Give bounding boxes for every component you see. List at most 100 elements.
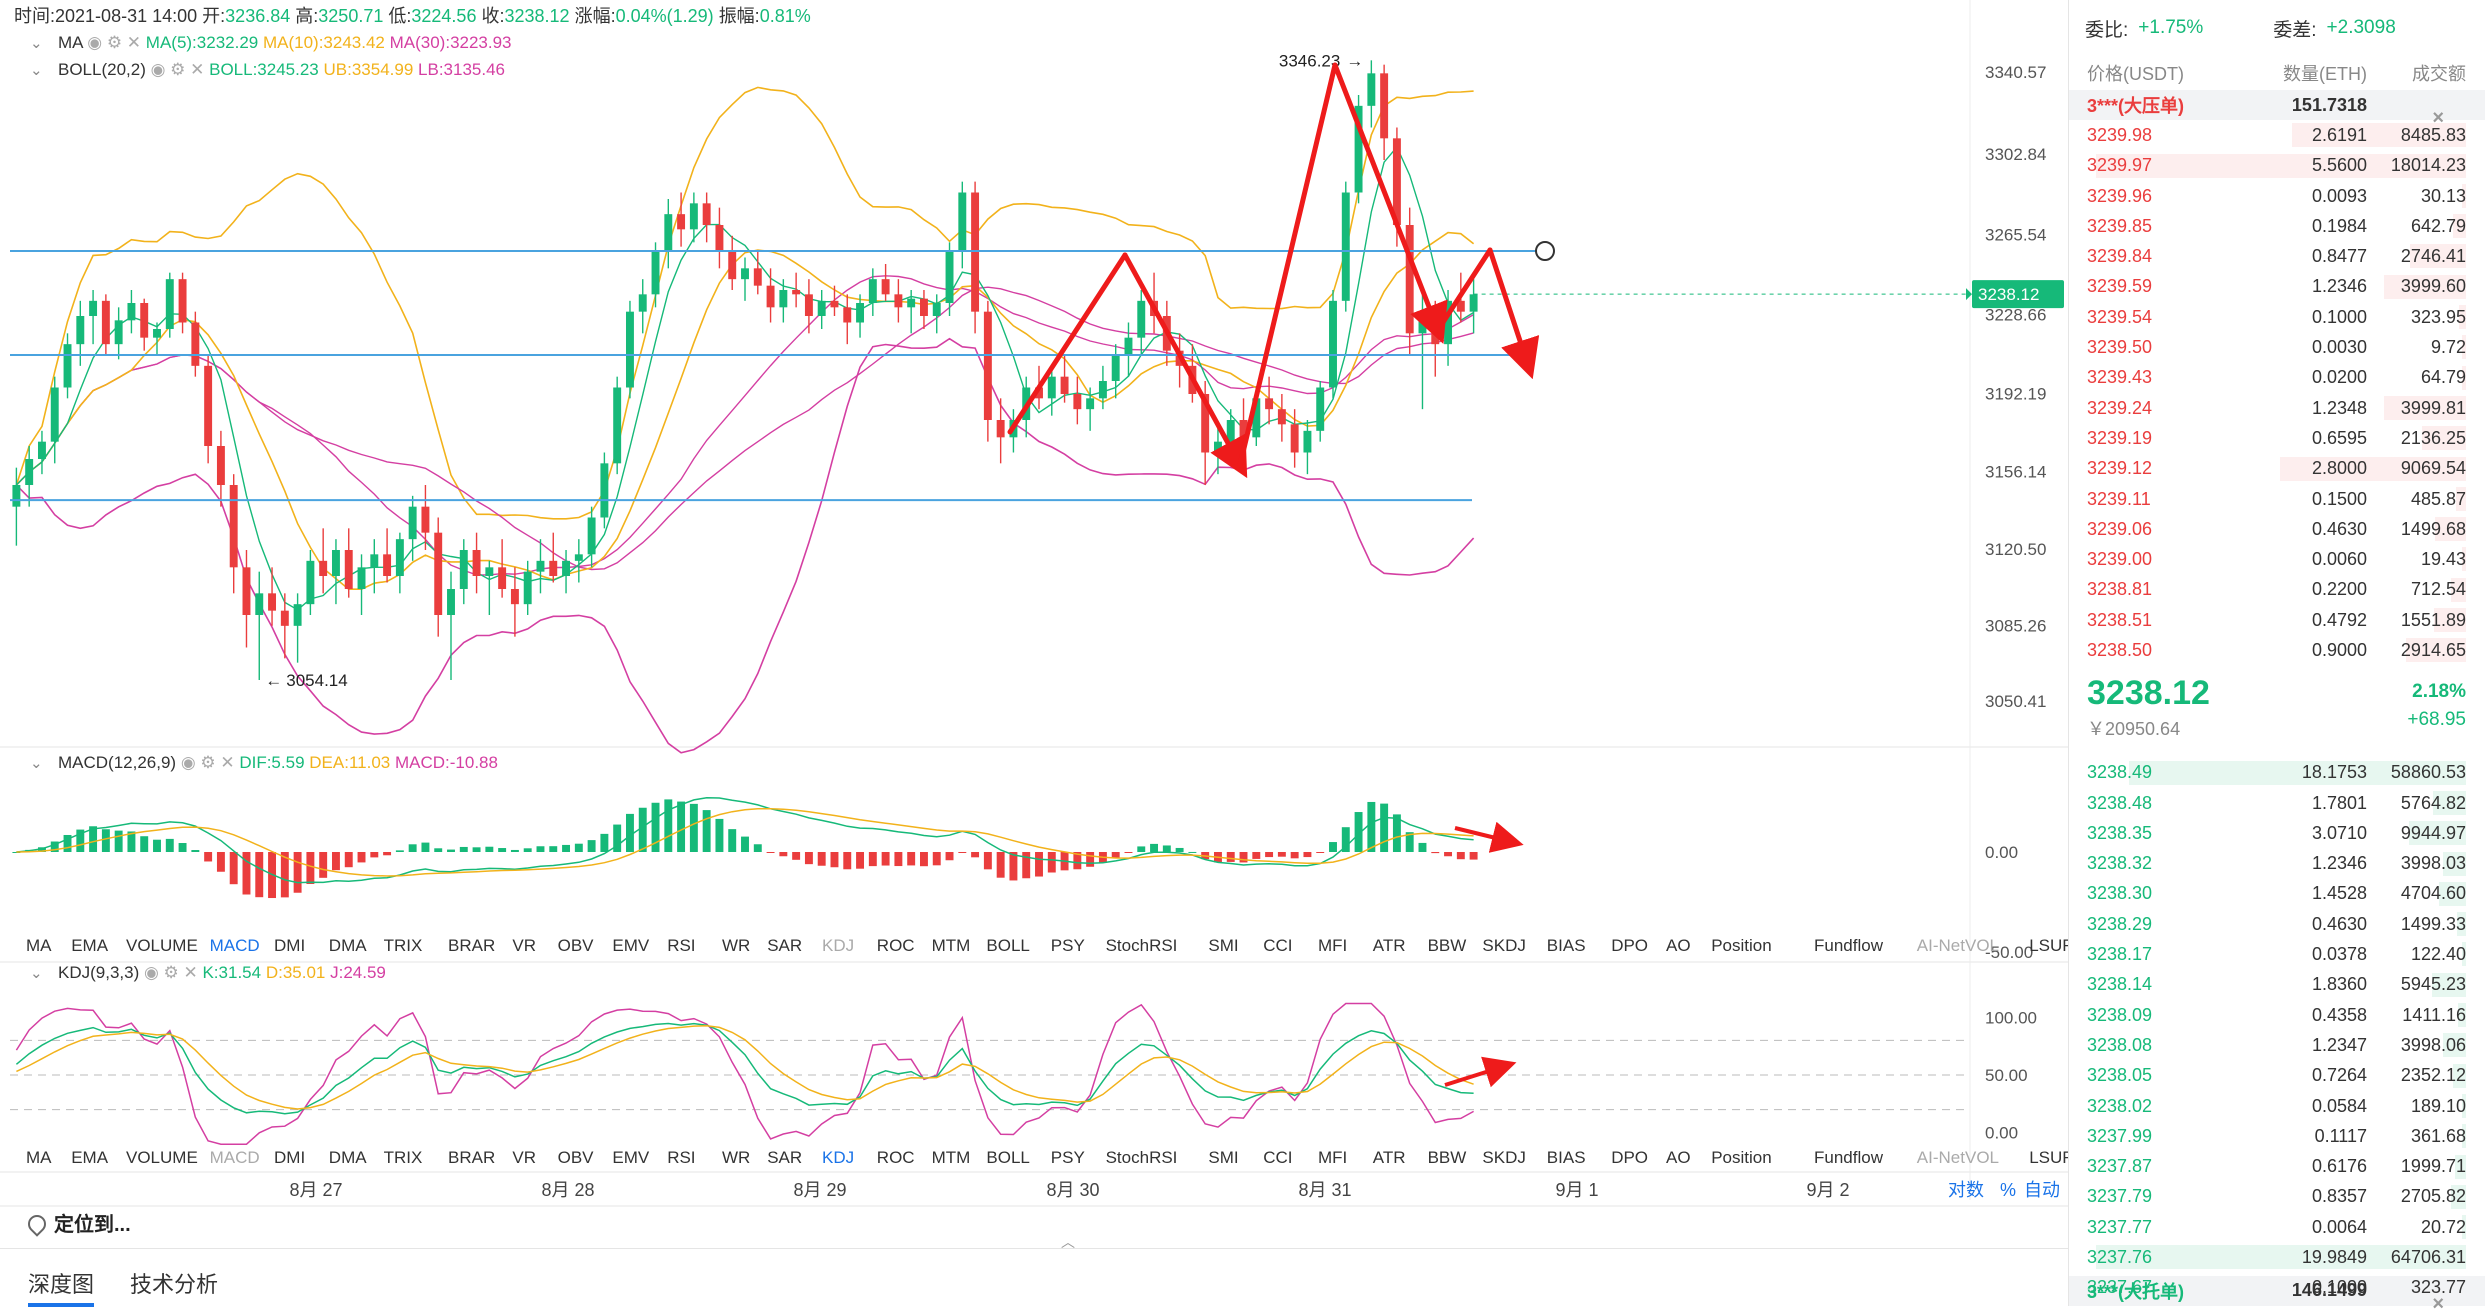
bid-row[interactable]: 3237.79 0.8357 2705.82 [2069,1182,2485,1212]
indicator-tab-dpo[interactable]: DPO [1611,936,1648,955]
ask-row[interactable]: 3239.59 1.2346 3999.60 [2069,272,2485,302]
legend-tools-icon[interactable]: ◉ ⚙ ✕ [176,753,239,772]
indicator-tab-trix[interactable]: TRIX [384,936,423,955]
ask-row[interactable]: 3239.50 0.0030 9.72 [2069,332,2485,362]
bid-row[interactable]: 3238.09 0.4358 1411.16 [2069,1000,2485,1030]
indicator-tab-kdj[interactable]: KDJ [822,1148,854,1167]
legend-tools-icon[interactable]: ◉ ⚙ ✕ [146,60,209,79]
tab-technical[interactable]: 技术分析 [130,1272,219,1297]
scale-log-toggle[interactable]: 对数 [1948,1180,1984,1200]
indicator-tab-smi[interactable]: SMI [1208,936,1238,955]
ask-row[interactable]: 3238.81 0.2200 712.54 [2069,575,2485,605]
indicator-tab-obv[interactable]: OBV [558,1148,595,1167]
indicator-tab-brar[interactable]: BRAR [448,1148,495,1167]
indicator-tab-ema[interactable]: EMA [71,1148,109,1167]
indicator-tab-dmi[interactable]: DMI [274,1148,305,1167]
indicator-tab-rsi[interactable]: RSI [667,936,695,955]
close-icon[interactable]: × [2432,107,2444,130]
bid-row[interactable]: 3238.17 0.0378 122.40 [2069,939,2485,969]
indicator-tab-emv[interactable]: EMV [612,936,650,955]
indicator-tab-kdj[interactable]: KDJ [822,936,854,955]
indicator-tab-position[interactable]: Position [1711,1148,1771,1167]
legend-tools-icon[interactable]: ◉ ⚙ ✕ [83,33,146,52]
indicator-tab-ao[interactable]: AO [1666,936,1691,955]
ask-row[interactable]: 3239.54 0.1000 323.95 [2069,302,2485,332]
indicator-tab-trix[interactable]: TRIX [384,1148,423,1167]
indicator-tab-lsur[interactable]: LSUR [2029,936,2074,955]
close-icon[interactable]: × [2432,1292,2444,1315]
indicator-tab-fundflow[interactable]: Fundflow [1814,936,1884,955]
indicator-tab-dpo[interactable]: DPO [1611,1148,1648,1167]
indicator-tab-stochrsi[interactable]: StochRSI [1106,936,1178,955]
indicator-tab-dma[interactable]: DMA [329,1148,367,1167]
indicator-tab-bias[interactable]: BIAS [1547,1148,1586,1167]
indicator-tab-psy[interactable]: PSY [1051,1148,1085,1167]
indicator-tab-rsi[interactable]: RSI [667,1148,695,1167]
bid-row[interactable]: 3238.32 1.2346 3998.03 [2069,849,2485,879]
indicator-tab-smi[interactable]: SMI [1208,1148,1238,1167]
bid-row[interactable]: 3238.35 3.0710 9944.97 [2069,818,2485,848]
indicator-tab-obv[interactable]: OBV [558,936,595,955]
indicator-tab-boll[interactable]: BOLL [986,1148,1029,1167]
ask-row[interactable]: 3239.97 5.5600 18014.23 [2069,151,2485,181]
indicator-tab-vr[interactable]: VR [512,936,536,955]
ask-row[interactable]: 3239.00 0.0060 19.43 [2069,544,2485,574]
bid-row[interactable]: 3238.14 1.8360 5945.23 [2069,970,2485,1000]
ask-row[interactable]: 3239.06 0.4630 1499.68 [2069,514,2485,544]
indicator-tab-mtm[interactable]: MTM [932,1148,971,1167]
indicator-tab-ma[interactable]: MA [26,1148,52,1167]
indicator-tab-stochrsi[interactable]: StochRSI [1106,1148,1178,1167]
indicator-tab-mfi[interactable]: MFI [1318,936,1347,955]
bid-row[interactable]: 3238.02 0.0584 189.10 [2069,1091,2485,1121]
indicator-tab-lsur[interactable]: LSUR [2029,1148,2074,1167]
ask-row[interactable]: 3239.11 0.1500 485.87 [2069,484,2485,514]
ask-row[interactable]: 3239.43 0.0200 64.79 [2069,363,2485,393]
big-ask-row[interactable]: 3***(大压单) 151.7318 × [2069,90,2485,129]
indicator-tab-atr[interactable]: ATR [1373,1148,1406,1167]
legend-tools-icon[interactable]: ◉ ⚙ ✕ [139,963,202,982]
indicator-tab-ema[interactable]: EMA [71,936,109,955]
indicator-tab-cci[interactable]: CCI [1263,1148,1292,1167]
indicator-tab-cci[interactable]: CCI [1263,936,1292,955]
chart-area[interactable]: 时间:2021-08-31 14:00 开:3236.84 高:3250.71 … [0,0,2144,1306]
indicator-tab-bbw[interactable]: BBW [1428,1148,1467,1167]
ask-row[interactable]: 3239.19 0.6595 2136.25 [2069,423,2485,453]
ask-row[interactable]: 3239.84 0.8477 2746.41 [2069,241,2485,271]
locate-button[interactable]: 定位到... [24,1208,131,1237]
bid-row[interactable]: 3238.08 1.2347 3998.06 [2069,1030,2485,1060]
indicator-tab-bias[interactable]: BIAS [1547,936,1586,955]
bid-row[interactable]: 3237.76 19.9849 64706.31 [2069,1242,2485,1272]
indicator-tab-wr[interactable]: WR [722,936,750,955]
indicator-tab-emv[interactable]: EMV [612,1148,650,1167]
ask-row[interactable]: 3239.96 0.0093 30.13 [2069,181,2485,211]
indicator-tab-brar[interactable]: BRAR [448,936,495,955]
indicator-tab-sar[interactable]: SAR [767,1148,802,1167]
indicator-tab-ai-netvol[interactable]: AI-NetVOL [1917,1148,1999,1167]
big-bid-row[interactable]: 3***(大托单) 146.1499 × [2069,1275,2485,1315]
tab-depth[interactable]: 深度图 [28,1267,95,1307]
indicator-tab-volume[interactable]: VOLUME [126,1148,198,1167]
indicator-tab-volume[interactable]: VOLUME [126,936,198,955]
indicator-tab-macd[interactable]: MACD [210,1148,260,1167]
indicator-tab-fundflow[interactable]: Fundflow [1814,1148,1884,1167]
scale-percent-toggle[interactable]: % [2000,1180,2016,1200]
bid-row[interactable]: 3238.49 18.1753 58860.53 [2069,758,2485,788]
ask-row[interactable]: 3238.51 0.4792 1551.89 [2069,605,2485,635]
indicator-tab-psy[interactable]: PSY [1051,936,1085,955]
ask-row[interactable]: 3239.24 1.2348 3999.81 [2069,393,2485,423]
indicator-tab-ai-netvol[interactable]: AI-NetVOL [1917,936,1999,955]
bid-row[interactable]: 3238.30 1.4528 4704.60 [2069,879,2485,909]
indicator-tab-mfi[interactable]: MFI [1318,1148,1347,1167]
bid-row[interactable]: 3238.48 1.7801 5764.82 [2069,788,2485,818]
indicator-tab-sar[interactable]: SAR [767,936,802,955]
indicator-tab-skdj[interactable]: SKDJ [1482,1148,1525,1167]
indicator-tab-ma[interactable]: MA [26,936,52,955]
indicator-tab-ao[interactable]: AO [1666,1148,1691,1167]
indicator-tab-macd[interactable]: MACD [210,936,260,955]
indicator-tab-bbw[interactable]: BBW [1428,936,1467,955]
collapse-handle-icon[interactable]: ︿ [1061,1234,1075,1250]
bid-row[interactable]: 3238.29 0.4630 1499.33 [2069,909,2485,939]
ask-row[interactable]: 3238.50 0.9000 2914.65 [2069,635,2485,665]
ask-row[interactable]: 3239.12 2.8000 9069.54 [2069,454,2485,484]
ask-row[interactable]: 3239.98 2.6191 8485.83 [2069,120,2485,150]
